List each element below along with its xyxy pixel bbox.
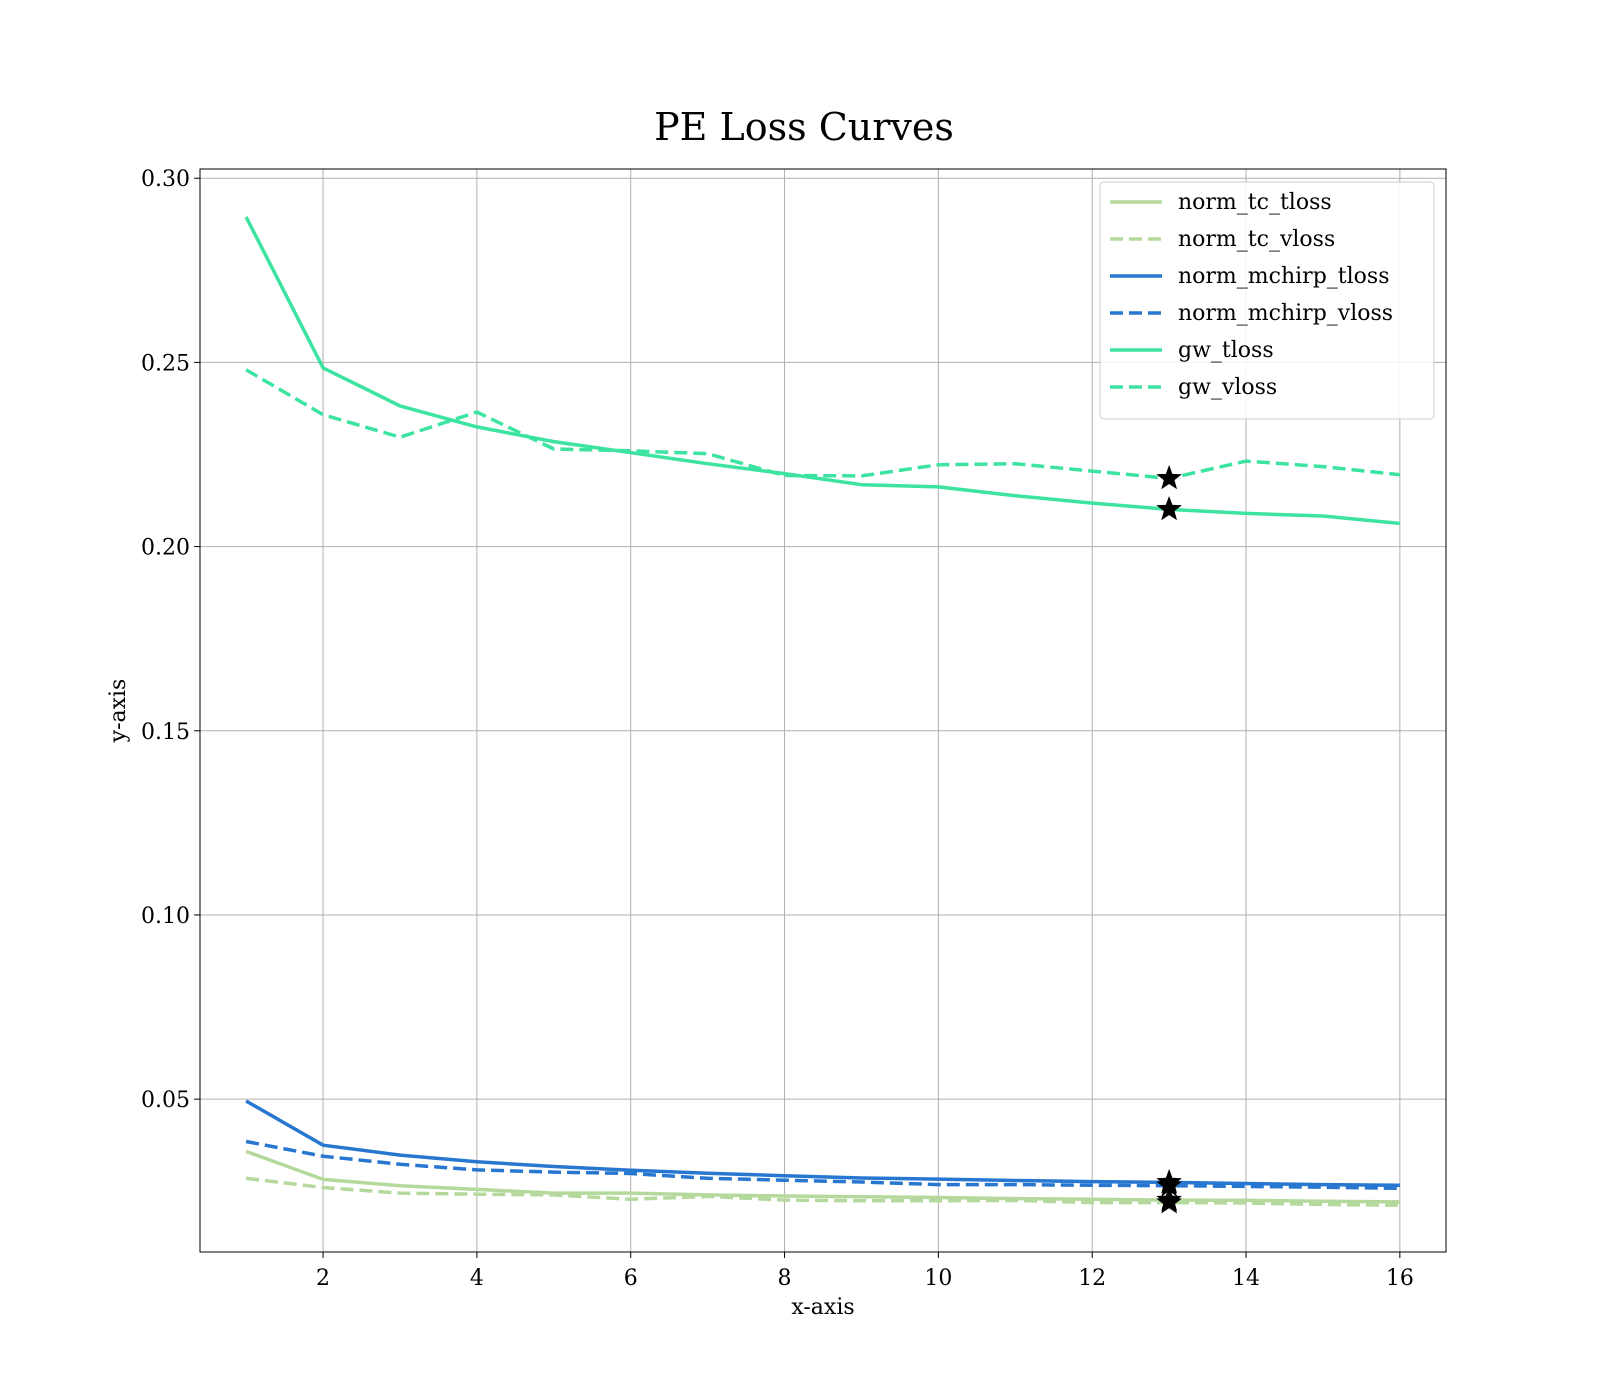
x-tick-label: 10: [924, 1266, 952, 1291]
best-epoch-markers: [1156, 464, 1182, 1214]
series-lines: [244, 216, 1401, 1207]
x-tick-label: 16: [1386, 1266, 1414, 1291]
series-line-gw_tloss: [244, 216, 1401, 526]
x-tick-label: 4: [470, 1266, 484, 1291]
y-tick-label: 0.30: [141, 167, 190, 192]
y-tick-label: 0.10: [141, 904, 190, 929]
legend: norm_tc_tloss norm_tc_vloss norm_mchirp_tl…: [1099, 181, 1435, 420]
series-line-norm_mchirp_vloss: [245, 1139, 1400, 1191]
series-line-norm_mchirp_tloss: [245, 1099, 1400, 1188]
x-tick-label: 14: [1232, 1266, 1260, 1291]
chart-title: PE Loss Curves: [654, 105, 954, 149]
x-tick-label: 6: [624, 1266, 638, 1291]
series-line-norm_tc_vloss: [245, 1176, 1400, 1207]
legend-label-norm_mchirp_tloss: norm_mchirp_tloss: [1178, 264, 1389, 289]
best-epoch-star-marker: [1156, 464, 1182, 490]
x-axis-label: x-axis: [791, 1295, 854, 1320]
x-tick-label: 8: [778, 1266, 792, 1291]
y-tick-label: 0.20: [141, 536, 190, 561]
y-tick-label: 0.15: [141, 720, 190, 745]
axis-ticks: 2 4 6 8 10 12 14 16 0.05 0.10 0.15 0.20 0.25 0.30: [141, 167, 1414, 1291]
plot-frame: [199, 168, 1447, 1253]
best-epoch-star-marker: [1156, 1189, 1182, 1214]
best-epoch-star-marker: [1156, 495, 1182, 521]
legend-box: [1099, 181, 1435, 420]
y-tick-label: 0.25: [141, 351, 190, 376]
y-axis-label: y-axis: [106, 679, 131, 744]
series-line-norm_tc_tloss: [245, 1149, 1400, 1204]
x-tick-label: 2: [316, 1266, 330, 1291]
legend-label-norm_tc_vloss: norm_tc_vloss: [1178, 227, 1335, 252]
legend-label-gw_tloss: gw_tloss: [1178, 338, 1274, 363]
legend-label-gw_vloss: gw_vloss: [1178, 375, 1277, 400]
series-line-gw_vloss: [245, 368, 1401, 481]
x-tick-label: 12: [1078, 1266, 1106, 1291]
y-tick-label: 0.05: [141, 1088, 190, 1113]
legend-label-norm_tc_tloss: norm_tc_tloss: [1178, 190, 1332, 215]
legend-label-norm_mchirp_vloss: norm_mchirp_vloss: [1178, 301, 1393, 326]
